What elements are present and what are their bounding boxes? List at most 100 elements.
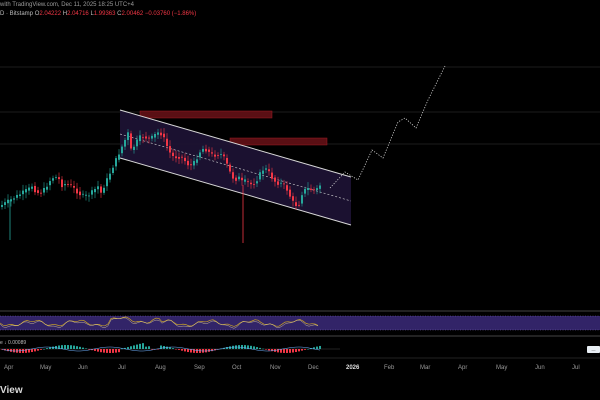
price-change: −0.03760 (−1.86%): [144, 11, 197, 17]
candle-body: [73, 185, 75, 188]
macd-bar: [181, 349, 183, 351]
macd-bar: [148, 346, 150, 349]
candle-body: [283, 183, 285, 185]
candle-body: [178, 157, 180, 159]
candle-body: [277, 181, 279, 185]
candle-body: [55, 176, 57, 178]
macd-bar: [166, 346, 168, 349]
candle-body: [169, 146, 171, 153]
candle-body: [43, 187, 45, 193]
x-tick-14: Jun: [535, 365, 545, 371]
macd-bar: [97, 349, 99, 352]
macd-bar: [109, 349, 111, 353]
candle-body: [271, 172, 273, 179]
candle-body: [142, 137, 144, 139]
header-ohlc: D · Bitstamp O2.04222 H2.04716 L1.99363 …: [0, 11, 196, 18]
candle-body: [187, 160, 189, 166]
macd-bar: [268, 349, 270, 351]
macd-bar: [139, 343, 141, 349]
macd-bar: [94, 349, 96, 351]
candle-body: [13, 198, 15, 200]
candle-body: [31, 186, 33, 189]
macd-bar: [40, 349, 42, 350]
candle-body: [226, 157, 228, 164]
candle-body: [118, 154, 120, 160]
x-tick-5: Sep: [194, 365, 205, 371]
x-tick-10: Feb: [384, 365, 395, 371]
candles-group: [1, 128, 321, 243]
macd-bar: [298, 349, 300, 352]
rsi-line-secondary: [0, 317, 319, 329]
macd-bar: [10, 349, 12, 352]
x-tick-1: May: [40, 365, 51, 371]
ohlc-o-label: O: [34, 11, 40, 17]
macd-bar: [52, 346, 54, 349]
candle-body: [133, 146, 135, 150]
candle-body: [67, 184, 69, 185]
macd-bar: [295, 349, 297, 353]
candle-body: [1, 204, 3, 207]
candle-body: [76, 188, 78, 194]
candle-body: [175, 156, 177, 159]
candle-body: [121, 146, 123, 154]
candle-body: [37, 190, 39, 193]
chart-header: with TradingView.com, Dec 11, 2025 18:25…: [0, 0, 600, 24]
candle-body: [46, 186, 48, 190]
macd-bar: [46, 348, 48, 349]
macd-bar: [37, 349, 39, 351]
resistance-zone-2: [229, 137, 328, 146]
candle-body: [61, 179, 63, 188]
candle-body: [202, 148, 204, 152]
x-tick-12: Apr: [458, 365, 467, 371]
macd-bar: [307, 348, 309, 350]
candle-body: [211, 152, 213, 154]
candle-body: [244, 179, 246, 182]
candle-body: [70, 184, 72, 186]
macd-bar: [124, 347, 126, 349]
macd-bar: [280, 349, 282, 353]
macd-histogram: [1, 343, 321, 353]
macd-bar: [292, 349, 294, 353]
tradingview-logo-text: View: [0, 385, 23, 396]
macd-bar: [100, 349, 102, 353]
candle-body: [319, 185, 321, 189]
macd-bar: [88, 349, 90, 350]
macd-bar: [241, 345, 243, 349]
macd-bar: [127, 347, 129, 349]
macd-bar: [262, 348, 264, 350]
macd-bar: [319, 345, 321, 349]
macd-bar: [112, 349, 114, 353]
candle-body: [139, 135, 141, 142]
macd-bar: [196, 349, 198, 353]
candle-body: [259, 172, 261, 180]
x-tick-3: Jul: [118, 365, 126, 371]
candle-body: [274, 177, 276, 182]
candle-body: [199, 152, 201, 158]
candle-body: [295, 202, 297, 206]
ohlc-l-value: 1.99363: [93, 11, 116, 17]
macd-bar: [232, 345, 234, 349]
candle-body: [109, 173, 111, 180]
macd-bar: [256, 347, 258, 349]
candle-body: [115, 158, 117, 167]
macd-bar: [229, 346, 231, 349]
candle-body: [268, 169, 270, 172]
x-tick-9: 2026: [346, 365, 360, 371]
candle-body: [166, 138, 168, 147]
macd-bar: [178, 349, 180, 350]
macd-bar: [76, 346, 78, 349]
time-axis: Apr May Jun Jul Aug Sep Oct Nov Dec 2026 Feb Mar Apr…: [4, 365, 580, 371]
candle-body: [130, 133, 132, 149]
candle-body: [82, 193, 84, 195]
candle-body: [124, 139, 126, 147]
candle-body: [265, 168, 267, 170]
macd-bar: [169, 347, 171, 349]
candle-body: [172, 152, 174, 157]
candle-body: [235, 177, 237, 181]
macd-bar: [193, 349, 195, 353]
macd-bar: [286, 349, 288, 353]
macd-bar: [205, 349, 207, 353]
macd-bar: [4, 349, 6, 351]
candle-body: [160, 132, 162, 136]
